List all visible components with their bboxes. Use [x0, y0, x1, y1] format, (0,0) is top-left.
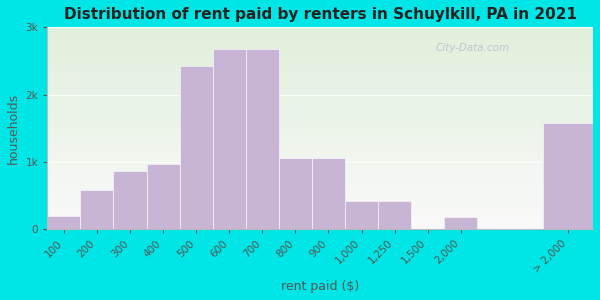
Bar — [444, 217, 477, 229]
Bar — [47, 216, 80, 229]
Y-axis label: households: households — [7, 93, 20, 164]
Bar — [80, 190, 113, 229]
Bar — [179, 66, 212, 229]
Bar — [544, 123, 593, 229]
Bar — [246, 49, 279, 229]
Bar — [80, 190, 113, 229]
Bar — [345, 201, 378, 229]
Bar — [179, 66, 212, 229]
Bar — [544, 123, 593, 229]
Bar — [378, 201, 411, 229]
Bar — [246, 49, 279, 229]
Bar — [47, 216, 80, 229]
Bar — [444, 217, 477, 229]
Bar — [378, 201, 411, 229]
Bar — [146, 164, 179, 229]
Text: City-Data.com: City-Data.com — [436, 44, 510, 53]
Bar — [312, 158, 345, 229]
Bar — [279, 158, 312, 229]
Title: Distribution of rent paid by renters in Schuylkill, PA in 2021: Distribution of rent paid by renters in … — [64, 7, 577, 22]
X-axis label: rent paid ($): rent paid ($) — [281, 280, 359, 293]
Bar — [345, 201, 378, 229]
Bar — [113, 170, 146, 229]
Bar — [212, 49, 246, 229]
Bar — [113, 170, 146, 229]
Bar — [312, 158, 345, 229]
Bar — [279, 158, 312, 229]
Bar — [146, 164, 179, 229]
Bar — [212, 49, 246, 229]
